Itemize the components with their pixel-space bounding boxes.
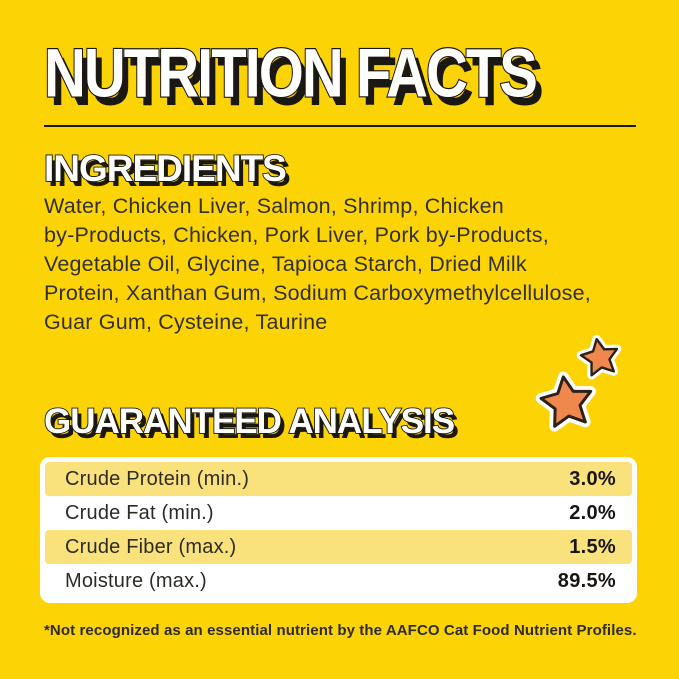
table-row: Crude Fiber (max.) 1.5% <box>45 530 632 564</box>
ingredients-line: Vegetable Oil, Glycine, Tapioca Starch, … <box>44 252 527 276</box>
ingredients-heading: INGREDIENTS <box>43 147 288 190</box>
row-value: 2.0% <box>569 501 616 524</box>
row-value: 3.0% <box>569 467 616 490</box>
ingredients-line: Protein, Xanthan Gum, Sodium Carboxymeth… <box>44 281 591 305</box>
page-title: NUTRITION FACTS <box>43 34 539 113</box>
ingredients-line: Guar Gum, Cysteine, Taurine <box>44 310 328 334</box>
row-label: Crude Fiber (max.) <box>65 535 237 558</box>
table-row: Moisture (max.) 89.5% <box>45 564 632 598</box>
row-label: Moisture (max.) <box>65 569 207 592</box>
table-row: Crude Fat (min.) 2.0% <box>45 496 632 530</box>
ingredients-line: Water, Chicken Liver, Salmon, Shrimp, Ch… <box>44 194 504 218</box>
row-label: Crude Protein (min.) <box>65 467 250 490</box>
table-row: Crude Protein (min.) 3.0% <box>45 462 632 496</box>
ingredients-list: Water, Chicken Liver, Salmon, Shrimp, Ch… <box>44 192 644 337</box>
aafco-footnote: *Not recognized as an essential nutrient… <box>44 622 637 639</box>
ingredients-line: by-Products, Chicken, Pork Liver, Pork b… <box>44 223 549 247</box>
divider-line <box>44 125 636 127</box>
guaranteed-analysis-heading: GUARANTEED ANALYSIS <box>43 401 456 442</box>
small-star-icon <box>576 334 622 380</box>
row-value: 89.5% <box>557 569 616 592</box>
row-value: 1.5% <box>569 535 616 558</box>
row-label: Crude Fat (min.) <box>65 501 214 524</box>
guaranteed-analysis-table: Crude Protein (min.) 3.0% Crude Fat (min… <box>40 457 637 603</box>
large-star-icon <box>535 371 596 432</box>
